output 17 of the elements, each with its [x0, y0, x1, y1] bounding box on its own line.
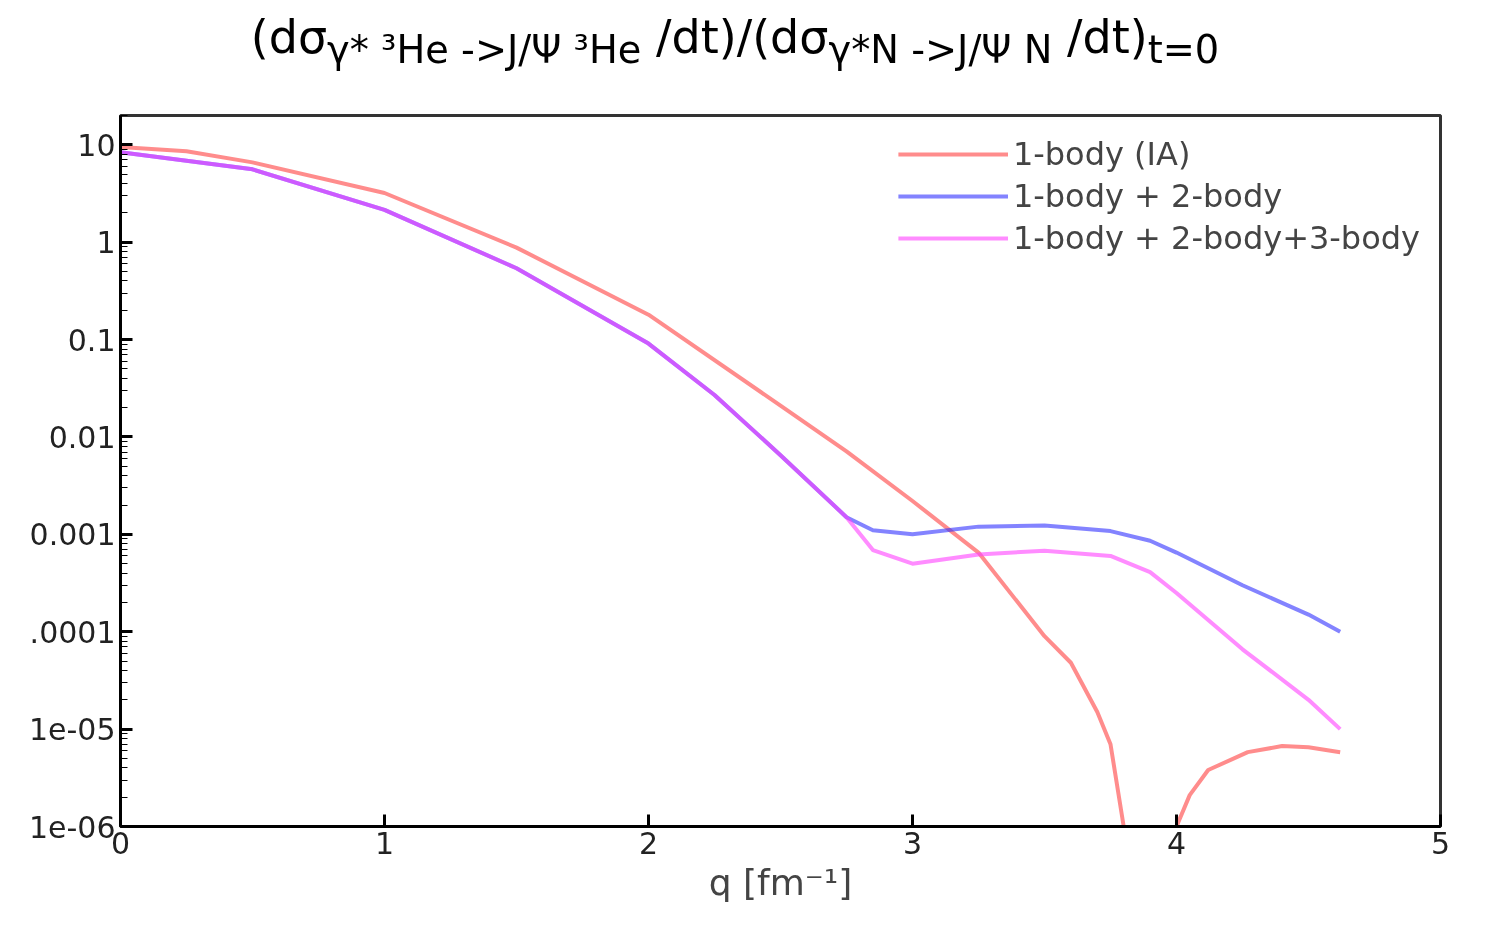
x-tick-label: 3 [902, 825, 923, 861]
y-tick-label: 0.01 [48, 419, 116, 455]
x-tick-label: 2 [638, 825, 659, 861]
y-tick-label: .0001 [29, 614, 116, 650]
x-tick-label: 5 [1430, 825, 1451, 861]
legend-label: 1-body (IA) [1012, 135, 1191, 173]
y-tick-label: 0.1 [67, 322, 116, 358]
legend-label: 1-body + 2-body+3-body [1012, 219, 1420, 257]
legend-label: 1-body + 2-body [1012, 177, 1283, 215]
x-axis-title: q [fm⁻¹] [708, 861, 853, 903]
y-tick-label: 10 [77, 127, 116, 163]
x-tick-label: 4 [1166, 825, 1187, 861]
chart-title: (dσ$_{γ* ³He ->J/Ψ ³He}$ /dt)/(dσ$_{γ*N ->J/Ψ N}$ /dt)$_{t=0}$ [249, 9, 1221, 75]
y-tick-label: 1e-05 [28, 712, 116, 748]
y-tick-label: 0.001 [29, 517, 116, 553]
y-tick-label: 1 [96, 225, 116, 261]
x-tick-label: 1 [374, 825, 395, 861]
